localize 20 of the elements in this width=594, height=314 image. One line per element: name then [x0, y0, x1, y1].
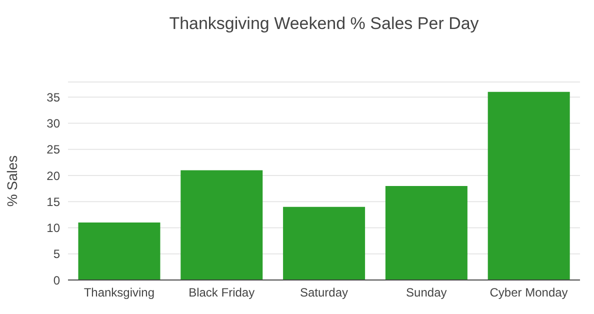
bar	[283, 206, 366, 280]
bar	[385, 186, 468, 280]
bar	[180, 170, 263, 280]
x-tick-label: Black Friday	[188, 286, 255, 300]
x-tick-label: Saturday	[300, 286, 348, 300]
y-axis-title: % Sales	[4, 155, 20, 207]
y-tick-label: 20	[46, 168, 60, 183]
x-tick-label: Thanksgiving	[84, 286, 155, 300]
y-tick-label: 0	[53, 273, 60, 288]
y-tick-label: 10	[46, 221, 60, 236]
y-tick-label: 30	[46, 116, 60, 131]
x-tick-label: Sunday	[406, 286, 447, 300]
y-tick-label: 5	[53, 247, 60, 262]
y-tick-label: 15	[46, 194, 60, 209]
bar	[78, 222, 160, 280]
x-tick-label: Cyber Monday	[490, 286, 568, 300]
bar	[488, 92, 570, 280]
y-tick-label: 25	[46, 142, 60, 157]
y-tick-label: 35	[46, 90, 60, 104]
chart-title: Thanksgiving Weekend % Sales Per Day	[168, 14, 480, 34]
